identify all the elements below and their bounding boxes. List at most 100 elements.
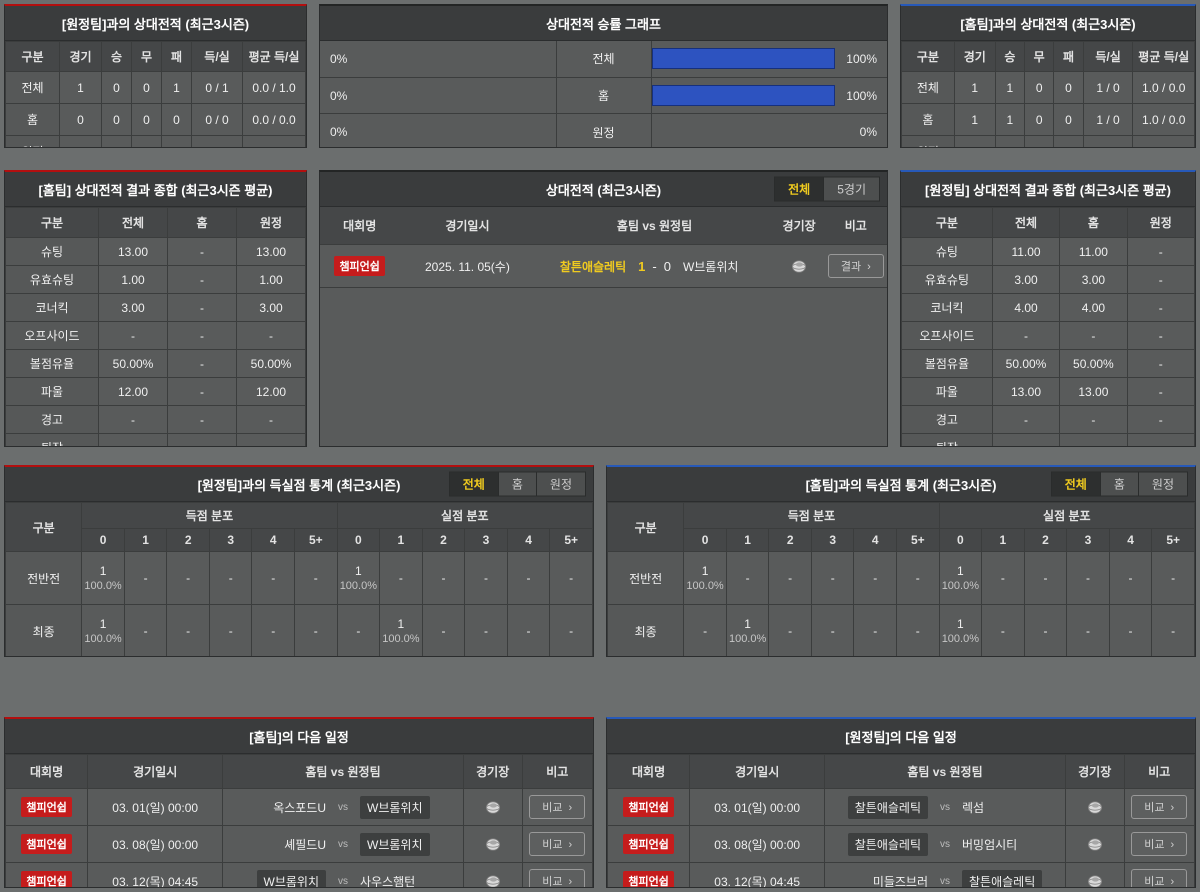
home-team-name[interactable]: 셰필드U [284, 837, 327, 852]
row-schedules: [홈팀]의 다음 일정 대회명 경기일시 홈팀 vs 원정팀 경기장 비고 챔피… [4, 717, 1196, 888]
row-top: [원정팀]과의 상대전적 (최근3시즌) 구분 경기 승 무 패 득/실 평균 … [4, 4, 1196, 148]
stadium-icon[interactable] [1086, 800, 1104, 815]
tab-home[interactable]: 홈 [1100, 471, 1139, 497]
away-team-name[interactable]: W브롬위치 [682, 259, 739, 274]
col-header: 평균 득/실 [1132, 41, 1195, 72]
tab-home[interactable]: 홈 [498, 471, 537, 497]
row-label: 슈팅 [901, 237, 993, 266]
stat-cell: 0 / 0 [1082, 135, 1134, 147]
result-button[interactable]: 결과 › [827, 254, 884, 278]
stat-cell: - [167, 237, 237, 266]
tab-all[interactable]: 전체 [1050, 471, 1101, 497]
compare-button[interactable]: 비교 › [529, 795, 586, 819]
stadium-icon[interactable] [484, 874, 502, 887]
stat-cell: - [991, 405, 1061, 434]
stat-cell: 0 [59, 103, 102, 136]
league-badge: 챔피언쉽 [623, 797, 674, 817]
table-row: 경고 - - - [901, 405, 1195, 434]
row-label: 전체 [901, 71, 955, 104]
tab-5games[interactable]: 5경기 [824, 176, 880, 202]
away-team-name[interactable]: W브롬위치 [360, 795, 430, 819]
match-date: 03. 01(일) 00:00 [87, 788, 224, 826]
match-teams: 찰튼애슬레틱 vs 렉섬 [824, 788, 1066, 826]
home-team-name[interactable]: 옥스포드U [273, 800, 327, 815]
stadium-icon[interactable] [484, 800, 502, 815]
stat-cell: - [251, 551, 296, 605]
match-row: 챔피언쉽 2025. 11. 05(수) 찰튼애슬레틱 1 - 0 W브롬위치 [320, 244, 887, 288]
col-header: 4 [506, 528, 551, 552]
note-cell: 결과 › [824, 244, 887, 288]
stat-cell: 3.00 [236, 293, 306, 322]
stat-cell: - [336, 604, 381, 656]
col-header: 경기일시 [689, 754, 826, 789]
stat-cell: - [896, 604, 940, 656]
stat-cell: 4.00 [991, 293, 1061, 322]
stat-cell: - [236, 433, 306, 446]
stadium-icon[interactable] [484, 837, 502, 852]
stat-cell: - [810, 551, 855, 605]
col-header: 무 [1024, 41, 1055, 72]
panel-title: [홈팀]의 다음 일정 [5, 719, 593, 754]
stadium-icon[interactable] [1086, 874, 1104, 887]
match-teams: 찰튼애슬레틱 1 - 0 W브롬위치 [535, 244, 774, 288]
col-header: 구분 [5, 41, 60, 72]
panel-title: [원정팀] 상대전적 결과 종합 (최근3시즌 평균) [901, 172, 1195, 207]
tab-away[interactable]: 원정 [536, 471, 586, 497]
table-row: 유효슈팅 3.00 3.00- [901, 265, 1195, 294]
col-header: 경기장 [1064, 754, 1125, 789]
table-row: 경고 - - - [5, 405, 306, 434]
col-header: 0 [336, 528, 381, 552]
home-team-name[interactable]: 찰튼애슬레틱 [847, 832, 929, 856]
panel-title: [원정팀]의 다음 일정 [607, 719, 1195, 754]
stadium-icon[interactable] [1086, 837, 1104, 852]
compare-button[interactable]: 비교 › [1131, 795, 1188, 819]
schedule-row: 챔피언쉽 03. 01(일) 00:00 옥스포드U vs W브롬위치 비교 › [5, 788, 593, 826]
panel-title-text: [홈팀]과의 득실점 통계 (최근3시즌) [805, 478, 997, 493]
schedule-row: 챔피언쉽 03. 08(일) 00:00 셰필드U vs W브롬위치 비교 › [5, 825, 593, 863]
home-team-name[interactable]: 미들즈브러 [872, 874, 929, 888]
stat-cell: - [1059, 321, 1128, 350]
home-team-name[interactable]: W브롬위치 [256, 869, 327, 887]
goal-filter-tabs: 전체 홈 원정 [1050, 471, 1188, 497]
stadium-icon[interactable] [790, 259, 808, 274]
match-teams: 찰튼애슬레틱 vs 버밍엄시티 [824, 825, 1066, 863]
stat-cell: 50.00% [1059, 349, 1128, 378]
away-team-name[interactable]: W브롬위치 [360, 832, 430, 856]
stat-cell: 0 / 0 [191, 103, 243, 136]
right-bar [651, 85, 835, 106]
col-header: 2 [421, 528, 466, 552]
away-team-name[interactable]: 사우스햄턴 [360, 874, 416, 888]
stat-cell: - [768, 604, 812, 656]
note-cell: 비교 › [1123, 788, 1195, 826]
compare-button[interactable]: 비교 › [1131, 869, 1188, 887]
right-bar-area: 100% [651, 41, 888, 77]
row-label: 볼점유율 [901, 349, 993, 378]
subheader-row: 0 1 2 3 4 5+ 0 1 2 3 4 5+ [608, 528, 1195, 552]
vs-label: vs [338, 838, 349, 850]
away-team-name[interactable]: 찰튼애슬레틱 [962, 869, 1043, 887]
tab-all[interactable]: 전체 [448, 471, 499, 497]
col-header: 경기일시 [87, 754, 224, 789]
row-label: 슈팅 [5, 237, 99, 266]
stat-cell: - [1126, 293, 1195, 322]
compare-button[interactable]: 비교 › [529, 869, 586, 887]
stat-cell: - [1126, 265, 1195, 294]
away-team-name[interactable]: 버밍엄시티 [962, 837, 1018, 852]
table-row: 최종 -1 100.0% - - - -1 100.0% - - - - - [607, 604, 1195, 656]
stat-cell: 50.00% [991, 349, 1061, 378]
tab-away[interactable]: 원정 [1138, 471, 1188, 497]
chevron-right-icon: › [867, 261, 871, 273]
compare-button[interactable]: 비교 › [1131, 832, 1188, 856]
away-team-name[interactable]: 렉섬 [962, 800, 985, 815]
stat-cell: 1 [59, 71, 102, 104]
stat-cell: - [768, 551, 812, 605]
stat-cell: - [853, 604, 898, 656]
stat-cell: 3.00 [98, 293, 168, 322]
row-label: 최종 [5, 604, 83, 656]
home-team-name[interactable]: 찰튼애슬레틱 [847, 795, 929, 819]
compare-button[interactable]: 비교 › [529, 832, 586, 856]
home-team-name[interactable]: 찰튼애슬레틱 [559, 259, 627, 274]
vs-label: vs [940, 875, 951, 887]
tab-all[interactable]: 전체 [774, 176, 825, 202]
